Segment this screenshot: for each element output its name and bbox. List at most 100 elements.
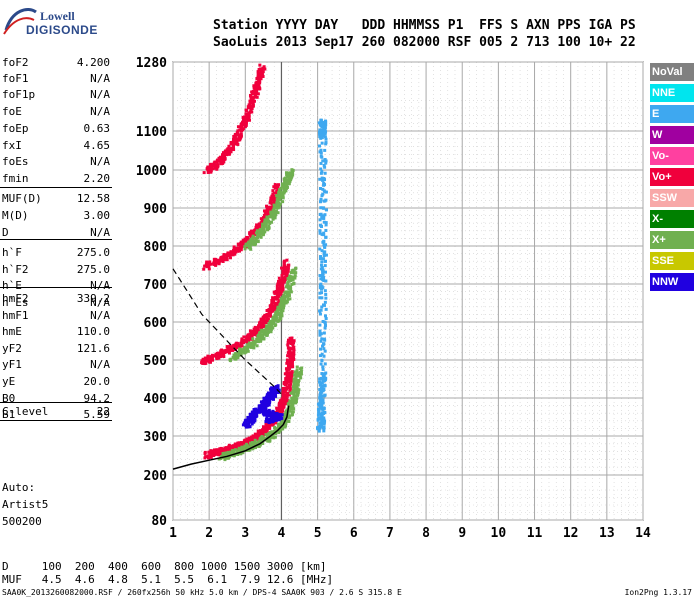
trace-point xyxy=(265,324,269,328)
trace-point xyxy=(216,163,220,167)
trace-point xyxy=(266,309,270,313)
trace-point xyxy=(226,447,230,451)
x-tick-label: 5 xyxy=(314,526,322,541)
trace-point xyxy=(281,427,285,431)
trace-point xyxy=(239,341,243,345)
trace-point xyxy=(207,263,211,267)
trace-point xyxy=(286,360,290,364)
trace-point xyxy=(254,411,258,415)
trace-point xyxy=(262,332,266,336)
trace-point xyxy=(269,396,273,400)
trace-point xyxy=(251,89,255,93)
trace-point xyxy=(269,305,273,309)
trace-point xyxy=(258,429,262,433)
trace-point xyxy=(290,377,294,381)
trace-point xyxy=(248,336,252,340)
trace-point xyxy=(254,434,258,438)
trace-point xyxy=(275,316,279,320)
trace-point xyxy=(236,356,240,360)
trace-point xyxy=(253,340,257,344)
trace-point xyxy=(256,70,260,74)
trace-point xyxy=(267,418,271,422)
trace-point xyxy=(318,399,322,403)
trace-point xyxy=(322,240,326,244)
trace-point xyxy=(268,320,272,324)
trace-point xyxy=(213,452,217,456)
trace-point xyxy=(263,396,267,400)
trace-point xyxy=(286,351,290,355)
trace-point xyxy=(223,447,227,451)
trace-point xyxy=(323,326,327,330)
trace-point xyxy=(321,344,325,348)
trace-point xyxy=(219,353,223,357)
trace-point xyxy=(217,261,221,265)
trace-point xyxy=(292,268,296,272)
trace-point xyxy=(237,441,241,445)
trace-point xyxy=(259,409,263,413)
trace-point xyxy=(256,444,260,448)
trace-point xyxy=(236,142,240,146)
legend-item-noval: NoVal xyxy=(650,63,694,81)
logo-lowell-text: Lowell xyxy=(40,9,75,23)
trace-point xyxy=(288,360,292,364)
trace-point xyxy=(262,429,266,433)
trace-point xyxy=(299,376,303,380)
trace-point xyxy=(318,274,322,278)
trace-point xyxy=(321,273,325,277)
trace-point xyxy=(324,296,328,300)
trace-point xyxy=(211,358,215,362)
trace-point xyxy=(261,216,265,220)
trace-point xyxy=(265,313,269,317)
trace-point xyxy=(271,209,275,213)
trace-point xyxy=(318,380,322,384)
footer-file-info: SAA0K_2013260082000.RSF / 260fx256h 50 k… xyxy=(2,588,402,597)
param-name: yF1 xyxy=(2,358,22,372)
trace-point xyxy=(263,400,267,404)
trace-point xyxy=(261,431,265,435)
trace-point xyxy=(239,134,243,138)
param-value: 0.63 xyxy=(83,122,111,135)
trace-point xyxy=(228,151,232,155)
trace-point xyxy=(249,334,253,338)
trace-point xyxy=(318,247,322,251)
param-name: foEs xyxy=(2,155,29,168)
trace-point xyxy=(207,267,211,271)
trace-point xyxy=(297,378,301,382)
trace-point xyxy=(291,410,295,414)
trace-point xyxy=(273,431,277,435)
trace-point xyxy=(240,337,244,341)
trace-point xyxy=(322,354,326,358)
trace-point xyxy=(267,208,271,212)
trace-point xyxy=(206,354,210,358)
trace-point xyxy=(323,165,327,169)
x-tick-label: 10 xyxy=(491,526,507,541)
trace-point xyxy=(279,193,283,197)
trace-point xyxy=(248,436,252,440)
trace-point xyxy=(253,446,257,450)
trace-point xyxy=(319,267,323,271)
trace-point xyxy=(272,394,276,398)
trace-point xyxy=(282,280,286,284)
trace-point xyxy=(319,362,323,366)
trace-point xyxy=(318,309,322,313)
trace-point xyxy=(283,271,287,275)
trace-point xyxy=(248,242,252,246)
trace-point xyxy=(288,173,292,177)
param-row: MUF(D) 12.58 xyxy=(2,192,110,206)
trace-point xyxy=(281,271,285,275)
param-row: yE 20.0 xyxy=(2,375,110,389)
trace-point xyxy=(282,295,286,299)
trace-point xyxy=(319,148,323,152)
trace-point xyxy=(255,414,259,418)
trace-point xyxy=(322,251,326,255)
trace-point xyxy=(284,394,288,398)
x-tick-label: 7 xyxy=(386,526,394,541)
trace-point xyxy=(233,140,237,144)
trace-point xyxy=(240,339,244,343)
trace-point xyxy=(318,229,322,233)
trace-point xyxy=(261,321,265,325)
trace-point xyxy=(281,276,285,280)
trace-point xyxy=(292,399,296,403)
param-value: 12.58 xyxy=(76,192,110,205)
trace-point xyxy=(291,385,295,389)
